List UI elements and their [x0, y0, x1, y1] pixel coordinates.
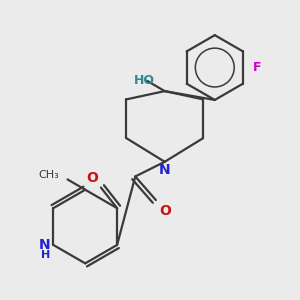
Text: O: O	[159, 205, 171, 218]
Text: F: F	[253, 61, 262, 74]
Text: H: H	[41, 250, 50, 260]
Text: CH₃: CH₃	[38, 170, 59, 180]
Text: O: O	[86, 171, 98, 184]
Text: HO: HO	[134, 74, 154, 87]
Text: N: N	[39, 238, 50, 252]
Text: N: N	[159, 163, 170, 177]
